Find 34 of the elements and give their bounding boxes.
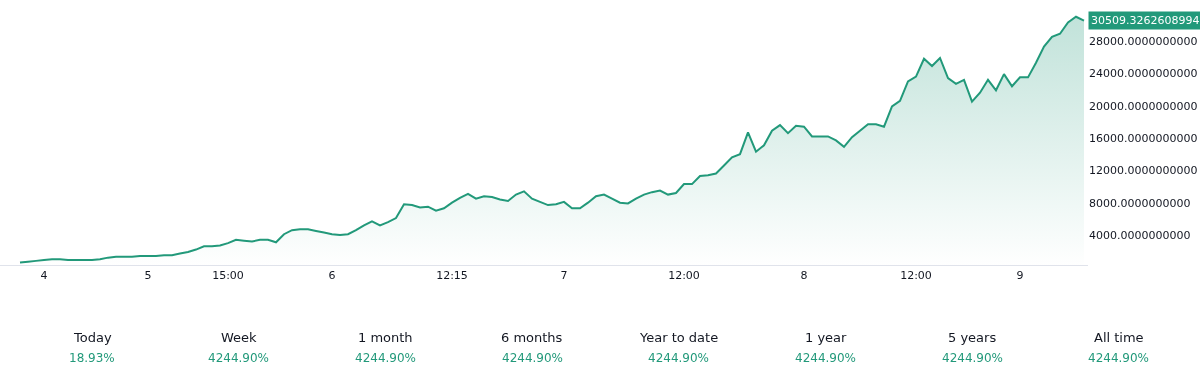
text: All time [1094, 330, 1144, 345]
y-tick-label: 12000.0000000000 [1089, 164, 1198, 178]
x-tick-label: 8 [800, 269, 808, 283]
text: 4244.90% [1088, 351, 1150, 365]
y-tick-label: 20000.0000000000 [1089, 99, 1198, 113]
text: 30509.3262608994 [1091, 14, 1200, 27]
text: 18.93% [69, 351, 115, 365]
text: 4244.90% [355, 351, 417, 365]
text: 1 year [805, 330, 848, 345]
text: 4244.90% [208, 351, 270, 365]
text: 1 month [358, 330, 413, 345]
x-tick-label: 7 [560, 269, 568, 283]
text: 4244.90% [942, 351, 1004, 365]
x-tick-label: 12:00 [900, 269, 932, 283]
y-tick-label: 16000.0000000000 [1089, 131, 1198, 145]
text: Week [221, 330, 258, 345]
text: 6 months [501, 330, 563, 345]
x-tick-label: 12:00 [668, 269, 700, 283]
y-tick-label: 28000.0000000000 [1089, 34, 1198, 48]
x-tick-label: 12:15 [436, 269, 468, 283]
y-tick-label: 4000.0000000000 [1089, 228, 1191, 242]
y-tick-label: 24000.0000000000 [1089, 67, 1198, 81]
x-tick-label: 5 [144, 269, 152, 283]
x-tick-label: 4 [40, 269, 48, 283]
x-tick-label: 6 [328, 269, 336, 283]
text: 4244.90% [795, 351, 857, 365]
text: Today [73, 330, 112, 345]
text: Year to date [639, 330, 719, 345]
x-tick-label: 9 [1016, 269, 1024, 283]
x-tick-label: 15:00 [212, 269, 244, 283]
text: 5 years [948, 330, 997, 345]
text: 4244.90% [648, 351, 710, 365]
y-tick-label: 8000.0000000000 [1089, 196, 1191, 210]
text: 4244.90% [502, 351, 564, 365]
